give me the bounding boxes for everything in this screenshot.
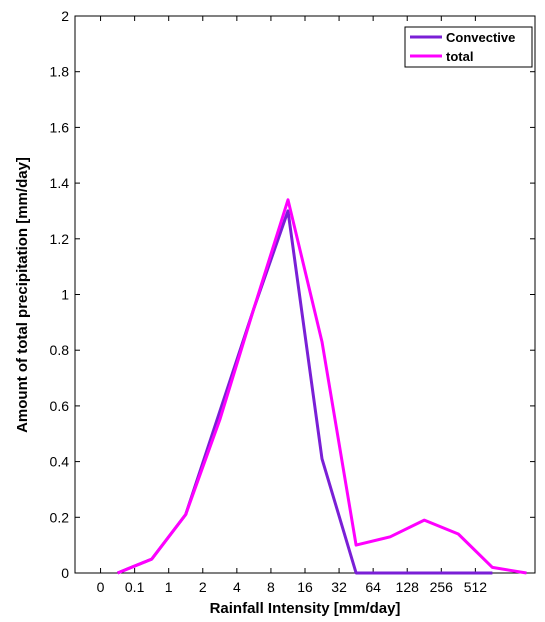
- x-tick-label: 2: [199, 579, 207, 595]
- y-tick-label: 1.6: [50, 119, 70, 135]
- plot-area: [74, 15, 536, 574]
- x-tick-label: 16: [297, 579, 313, 595]
- y-tick-label: 1.4: [50, 175, 70, 191]
- x-tick-label: 4: [233, 579, 241, 595]
- y-tick-label: 0.8: [50, 342, 70, 358]
- x-tick-label: 8: [267, 579, 275, 595]
- y-axis-title: Amount of total precipitation [mm/day]: [14, 157, 31, 433]
- y-tick-label: 2: [61, 8, 69, 24]
- x-axis-ticks: 0 0.1 1 2 4 8 16 32 64 128 256 512: [97, 16, 488, 595]
- x-tick-label: 128: [396, 579, 420, 595]
- y-tick-label: 0: [61, 565, 69, 581]
- y-tick-label: 0.4: [50, 454, 70, 470]
- x-axis-title: Rainfall Intensity [mm/day]: [210, 600, 401, 617]
- y-axis-ticks: 0 0.2 0.4 0.6 0.8 1 1.2 1.4 1.6 1.8 2: [50, 8, 535, 581]
- series-layer: [117, 198, 527, 575]
- x-tick-label: 1: [165, 579, 173, 595]
- x-tick-label: 64: [365, 579, 381, 595]
- x-tick-label: 512: [464, 579, 488, 595]
- y-tick-label: 1: [61, 287, 69, 303]
- legend: Convective total: [404, 26, 533, 68]
- x-tick-label: 0.1: [125, 579, 145, 595]
- y-tick-label: 0.2: [50, 509, 70, 525]
- y-tick-label: 0.6: [50, 398, 70, 414]
- x-tick-label: 256: [430, 579, 454, 595]
- legend-box: [404, 26, 533, 68]
- y-tick-label: 1.2: [50, 231, 70, 247]
- legend-label-convective: Convective: [446, 30, 515, 45]
- x-tick-label: 0: [97, 579, 105, 595]
- y-tick-label: 1.8: [50, 64, 70, 80]
- x-tick-label: 32: [331, 579, 347, 595]
- legend-label-total: total: [446, 49, 473, 64]
